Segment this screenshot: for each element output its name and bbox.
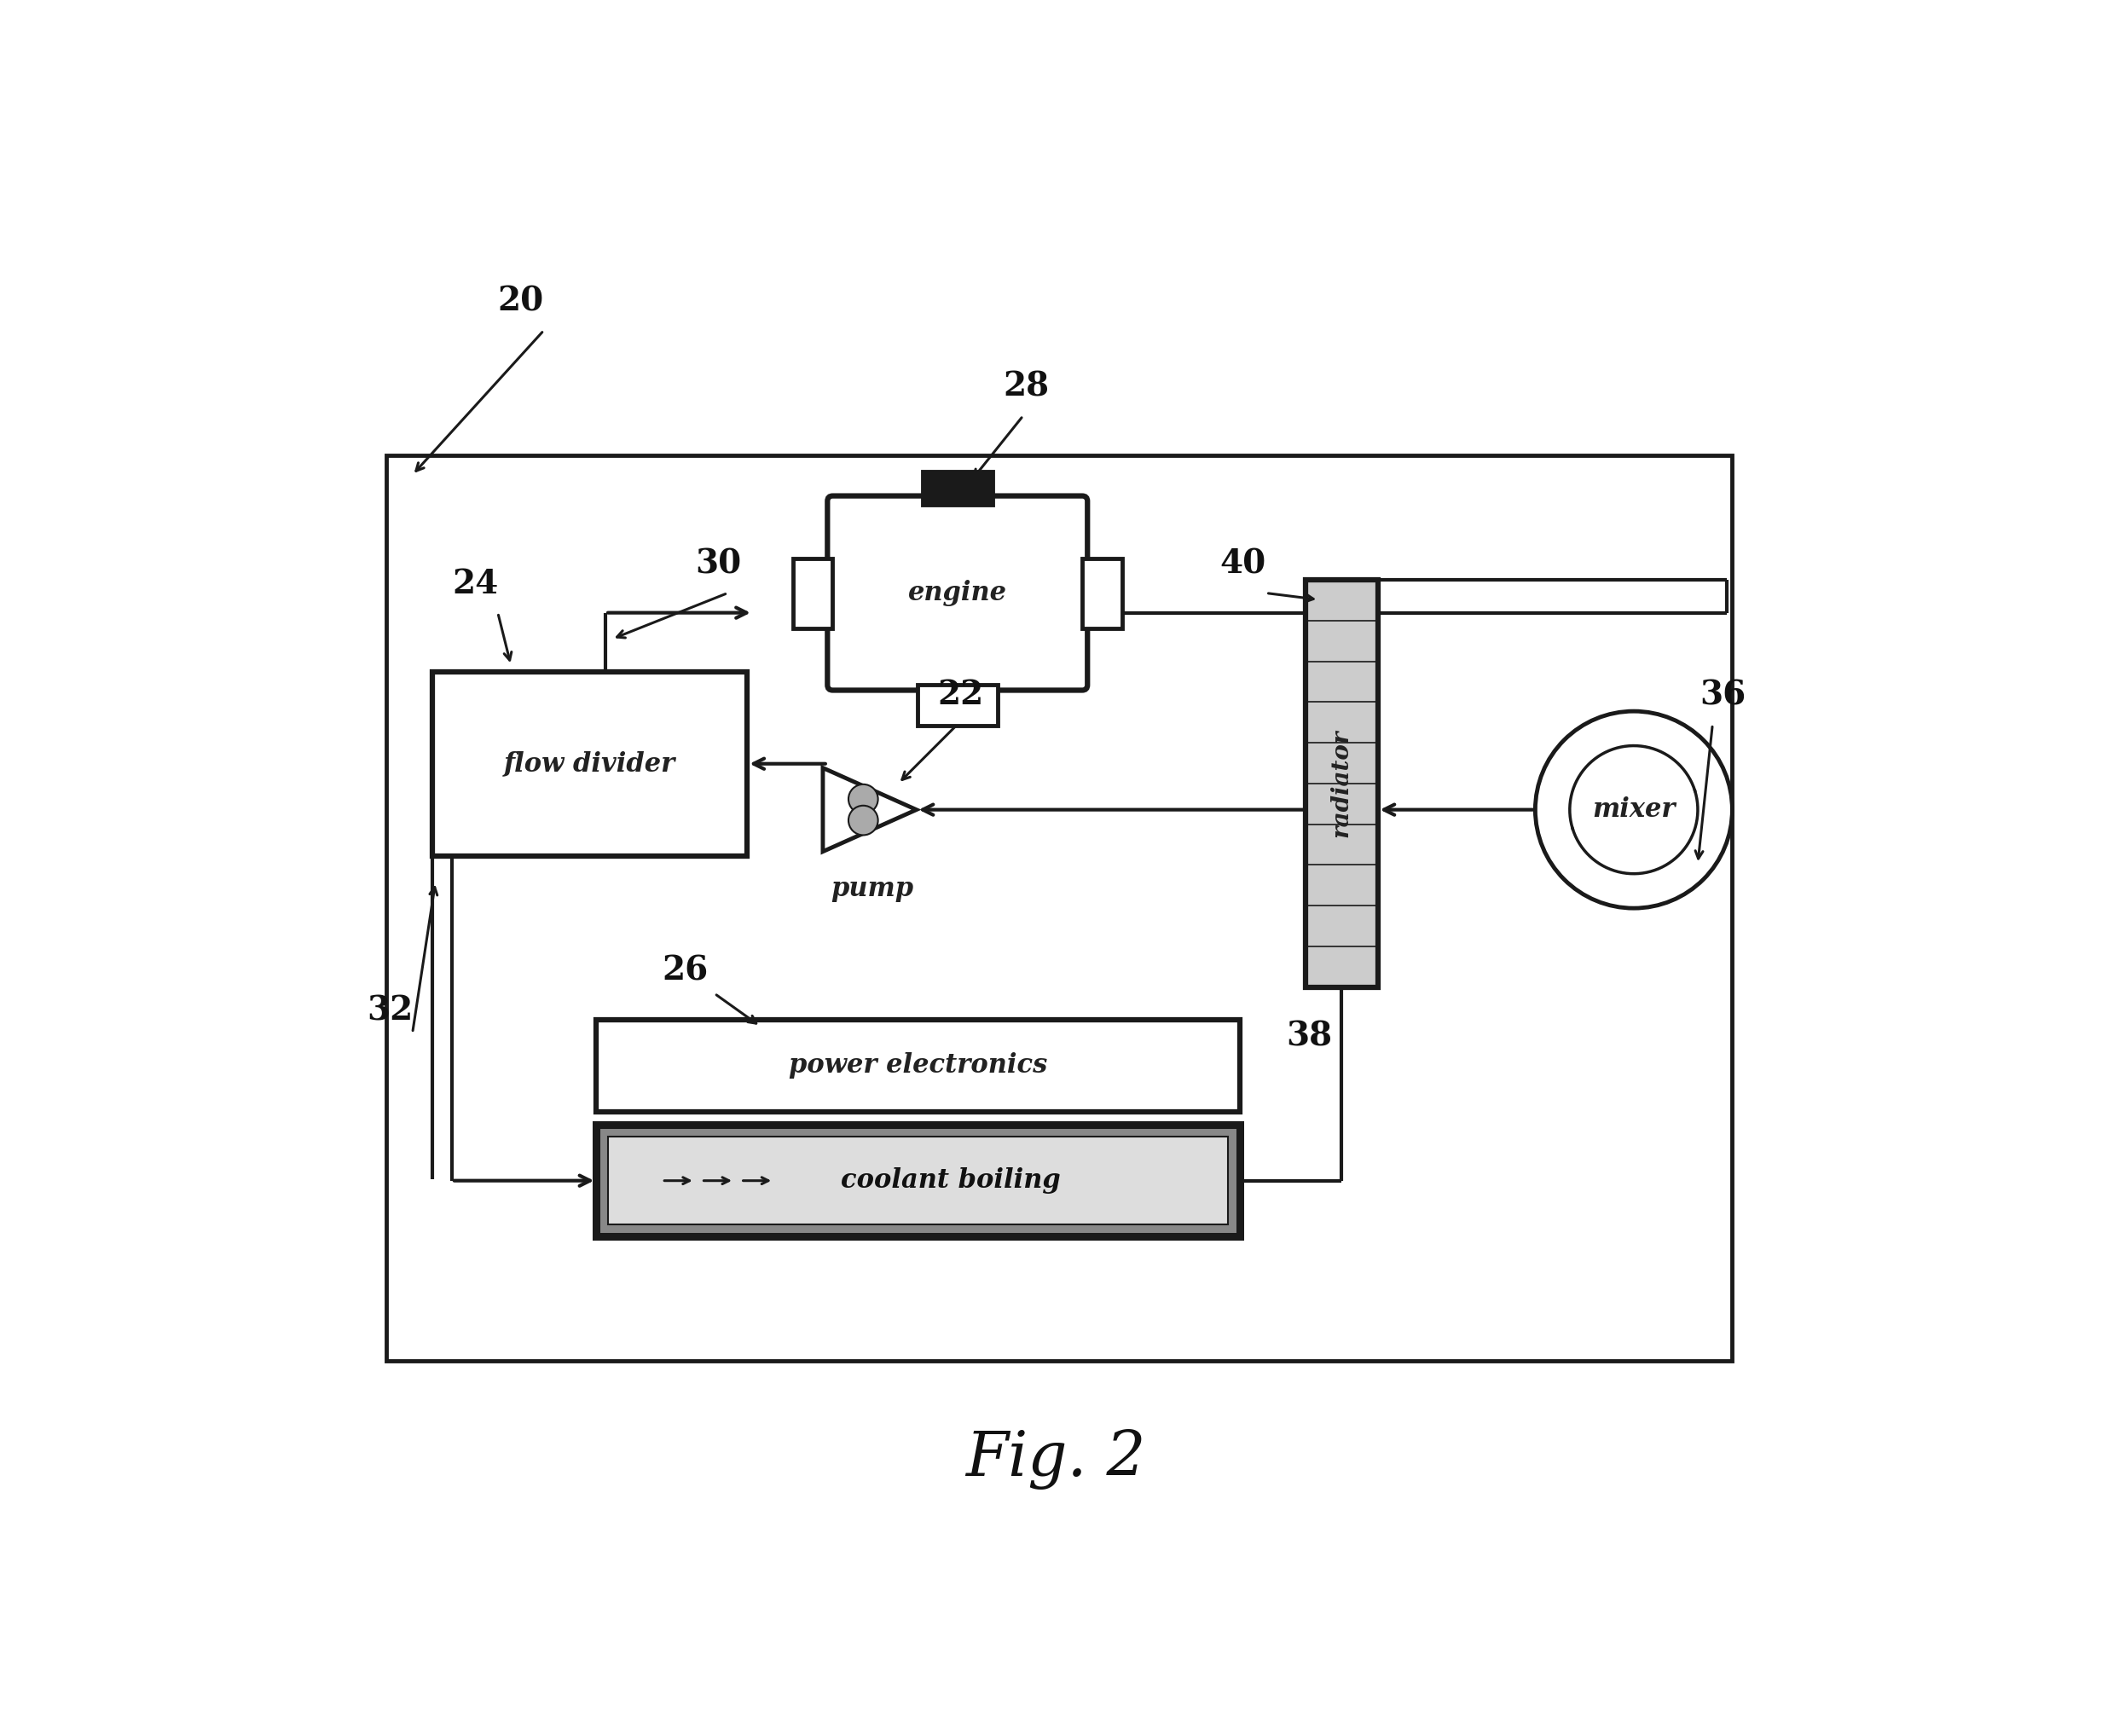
Circle shape [1534, 712, 1732, 908]
Text: pump: pump [830, 875, 914, 901]
Circle shape [849, 806, 879, 835]
Polygon shape [822, 767, 916, 852]
FancyBboxPatch shape [828, 496, 1087, 691]
Text: 22: 22 [937, 679, 984, 712]
Bar [923, 472, 992, 505]
Bar [597, 1019, 1240, 1111]
Text: 24: 24 [452, 568, 498, 601]
Text: mixer: mixer [1591, 797, 1675, 823]
Text: 40: 40 [1219, 549, 1265, 580]
Text: coolant boiling: coolant boiling [841, 1167, 1062, 1194]
Text: 20: 20 [498, 285, 544, 318]
Bar [792, 559, 832, 628]
Bar [916, 686, 996, 726]
Bar [1083, 559, 1122, 628]
Text: 38: 38 [1286, 1021, 1333, 1054]
Text: power electronics: power electronics [788, 1052, 1047, 1080]
Bar [387, 455, 1732, 1361]
Text: 30: 30 [696, 549, 742, 580]
Text: engine: engine [908, 580, 1007, 606]
Text: 26: 26 [662, 955, 708, 988]
Bar [433, 672, 748, 856]
Circle shape [849, 785, 879, 814]
Bar [1305, 580, 1377, 988]
Text: 32: 32 [366, 995, 412, 1026]
Text: 28: 28 [1003, 370, 1049, 403]
Text: flow divider: flow divider [504, 750, 675, 778]
Text: radiator: radiator [1331, 729, 1354, 837]
Text: Fig. 2: Fig. 2 [965, 1429, 1146, 1489]
Bar [597, 1125, 1240, 1236]
Text: 36: 36 [1698, 679, 1745, 712]
Bar [607, 1137, 1228, 1224]
